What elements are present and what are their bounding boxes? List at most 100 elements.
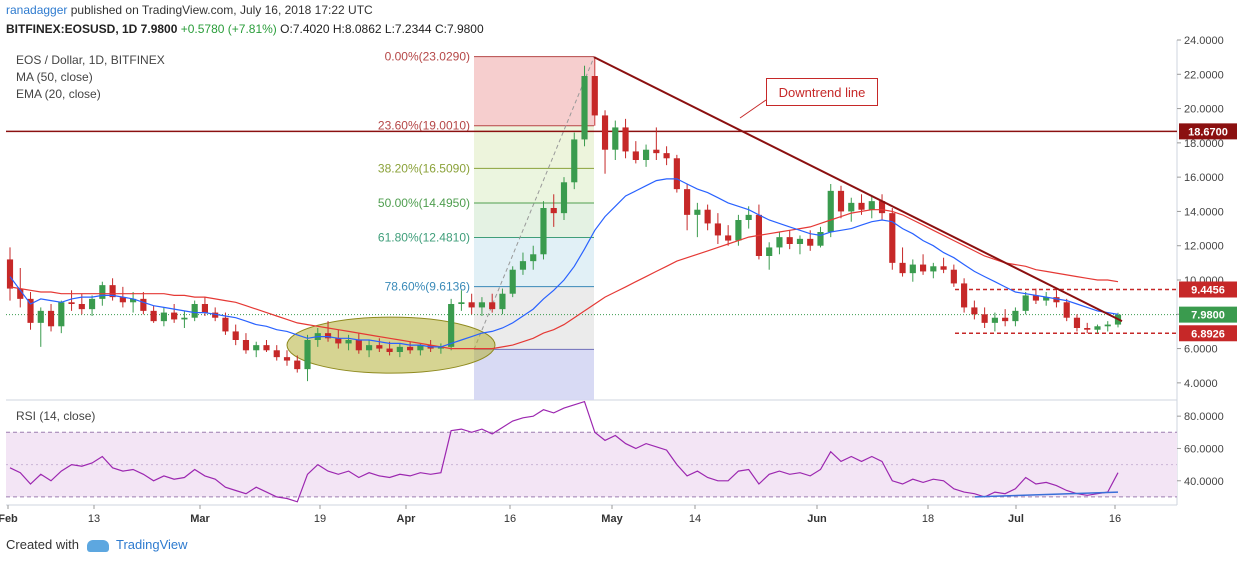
candle-body (981, 314, 988, 323)
downtrend-line (593, 56, 1123, 323)
downtrend-callout: Downtrend line (766, 78, 878, 106)
candle-body (642, 149, 650, 160)
candle-body (807, 238, 814, 246)
candle-body (776, 237, 783, 248)
candle-body (1063, 302, 1070, 318)
candle-body (837, 190, 845, 212)
candle-body (324, 333, 332, 339)
candle-body (909, 264, 916, 274)
tradingview-cloud-icon (86, 539, 109, 552)
candle-body (530, 254, 537, 262)
candle-body (632, 151, 639, 160)
candle-body (622, 127, 629, 152)
price-label-text: 9.4456 (1191, 285, 1225, 297)
x-tick-label: 13 (88, 513, 100, 525)
candle-body (1043, 297, 1050, 301)
fib-zone (474, 202, 594, 238)
candle-body (868, 201, 875, 210)
price-label-badge (1179, 325, 1237, 342)
y-tick-label: 12.0000 (1184, 241, 1224, 253)
fib-level-label: 61.80%(12.4810) (378, 230, 470, 244)
candle-body (1073, 317, 1081, 328)
x-tick-label: 19 (314, 513, 326, 525)
candle-body (1032, 295, 1040, 301)
candle-body (796, 238, 804, 244)
candle-body (991, 317, 998, 323)
rsi-line (9, 400, 1119, 503)
candle-body (448, 304, 455, 347)
author-link[interactable]: ranadagger (6, 3, 68, 17)
candle-body (827, 190, 834, 232)
candle-body (468, 302, 475, 308)
candle-body (725, 235, 732, 241)
candle-body (1022, 295, 1029, 311)
ema20-line (9, 178, 1119, 348)
fib-zone-bottom (474, 349, 594, 400)
y-tick-label: 16.0000 (1184, 172, 1224, 184)
rsi-y-tick-label: 40.0000 (1184, 476, 1224, 488)
candle-body (27, 298, 34, 323)
candle-body (232, 331, 239, 340)
publish-info: ranadagger published on TradingView.com,… (6, 3, 373, 17)
candle-body (930, 266, 937, 272)
candle-body (160, 312, 167, 322)
tradingview-brand[interactable]: TradingView (116, 537, 188, 552)
candle-body (407, 346, 414, 351)
candle-body (817, 232, 824, 246)
candle-body (109, 285, 116, 298)
candle-body (437, 346, 444, 349)
candle-body (571, 139, 578, 183)
x-tick-label: Apr (397, 513, 417, 525)
candle-body (458, 302, 465, 304)
candle-body (396, 346, 403, 352)
candle-body (253, 345, 260, 351)
candle-body (37, 310, 44, 323)
candle-body (550, 208, 557, 214)
price-label-badge (1179, 306, 1237, 323)
ohlc-values: O:7.4020 H:8.0862 L:7.2344 C:7.9800 (280, 22, 484, 36)
fib-zone (474, 56, 594, 126)
y-tick-label: 4.0000 (1184, 378, 1218, 390)
candle-body (714, 223, 721, 236)
candle-body (499, 293, 506, 310)
candle-body (47, 310, 55, 327)
candle-body (889, 213, 896, 263)
ma-legend: MA (50, close) (16, 70, 93, 84)
price-label-badge (1179, 281, 1237, 298)
y-tick-label: 24.0000 (1184, 35, 1224, 47)
fib-level-label: 23.60%(19.0010) (378, 119, 470, 133)
x-tick-label: Feb (0, 513, 18, 525)
ema-legend: EMA (20, close) (16, 87, 101, 101)
ma50-line (9, 209, 1119, 350)
fib-level-label: 38.20%(16.5090) (378, 161, 470, 175)
candle-body (766, 247, 773, 256)
candle-body (386, 348, 393, 352)
candle-body (417, 345, 424, 351)
candle-body (581, 76, 588, 140)
candle-body (653, 149, 660, 154)
candle-body (283, 357, 291, 361)
x-tick-label: 18 (922, 513, 934, 525)
y-tick-label: 22.0000 (1184, 69, 1224, 81)
candle-body (1012, 310, 1019, 322)
candle-body (919, 264, 927, 272)
candle-body (612, 127, 619, 150)
candle-body (848, 202, 855, 212)
candle-body (735, 220, 742, 241)
x-tick-label: 14 (689, 513, 701, 525)
chart-legend-title: EOS / Dollar, 1D, BITFINEX (16, 53, 165, 67)
symbol-line: BITFINEX:EOSUSD, 1D 7.9800 (6, 22, 178, 36)
candle-body (99, 285, 106, 299)
x-tick-label: Jul (1008, 513, 1024, 525)
candle-body (1084, 328, 1091, 330)
price-label-badge (1179, 123, 1237, 140)
candle-body (355, 340, 362, 351)
candle-body (242, 340, 250, 351)
candle-body (78, 304, 85, 310)
rsi-legend: RSI (14, close) (16, 409, 96, 423)
candle-body (150, 310, 157, 322)
candle-body (171, 312, 178, 320)
candle-body (940, 266, 947, 270)
candle-body (294, 360, 301, 370)
